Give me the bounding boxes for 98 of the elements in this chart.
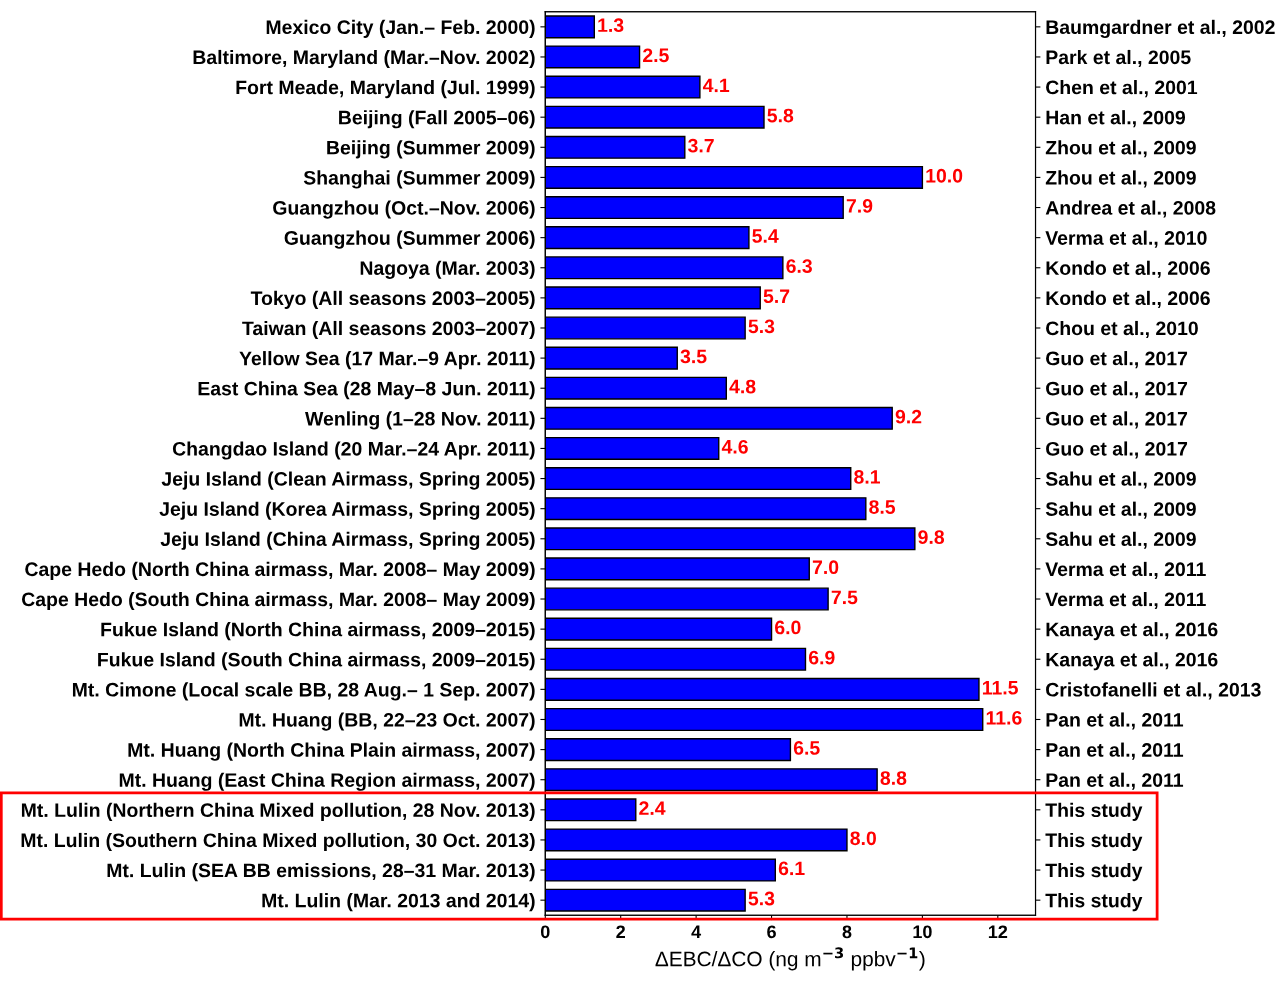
- x-tick-label: 2: [616, 925, 625, 939]
- y-tick-label: Mt. Huang (East China Region airmass, 2007): [119, 772, 535, 791]
- data-label: 3.7: [688, 138, 714, 153]
- y2-tick-label: Kondo et al., 2006: [1046, 260, 1210, 278]
- x-tick-label: 10: [913, 925, 932, 939]
- y-tick-label: Mt. Lulin (Southern China Mixed pollution, 30 Oct. 2013): [21, 832, 535, 852]
- data-label: 6.9: [808, 650, 835, 665]
- data-label: 9.8: [918, 530, 945, 545]
- y-tick-label: Taiwan (All seasons 2003–2007): [242, 320, 535, 340]
- y2-tick-label: Cristofanelli et al., 2013: [1046, 682, 1261, 700]
- y2-tick-label: Pan et al., 2011: [1046, 712, 1184, 730]
- data-label: 5.8: [767, 108, 794, 123]
- y-tick-label: Wenling (1–28 Nov. 2011): [305, 411, 535, 430]
- y-tick-label: Mt. Lulin (Mar. 2013 and 2014): [262, 893, 535, 912]
- y-tick-label: Mt. Cimone (Local scale BB, 28 Aug.– 1 Sep. 2007): [72, 682, 535, 701]
- data-label: 8.5: [869, 500, 896, 514]
- data-label: 7.5: [831, 590, 858, 605]
- y-tick-label: Baltimore, Maryland (Mar.–Nov. 2002): [193, 49, 535, 69]
- data-label: 5.3: [748, 891, 775, 906]
- y-tick-label: Mexico City (Jan.– Feb. 2000): [266, 19, 535, 38]
- y-tick-label: Mt. Lulin (Northern China Mixed pollution, 28 Nov. 2013): [21, 802, 535, 821]
- y-tick-label: Shanghai (Summer 2009): [303, 170, 535, 189]
- y-tick-label: Changdao Island (20 Mar.–24 Apr. 2011): [172, 441, 535, 460]
- y2-tick-label: This study: [1045, 802, 1143, 821]
- y-tick-label: Mt. Lulin (SEA BB emissions, 28–31 Mar. 2013): [107, 863, 535, 882]
- x-tick-label: 12: [988, 925, 1008, 939]
- data-label: 8.8: [880, 771, 907, 785]
- y2-tick-label: Guo et al., 2017: [1046, 381, 1188, 399]
- y-tick-label: Beijing (Fall 2005–06): [339, 110, 535, 129]
- data-label: 6.5: [793, 741, 820, 755]
- y-tick-label: Mt. Huang (BB, 22–23 Oct. 2007): [239, 712, 535, 731]
- y-tick-label: Fukue Island (North China airmass, 2009–2015): [101, 622, 535, 641]
- y2-tick-label: This study: [1045, 893, 1143, 912]
- x-axis-title: ΔEBC/ΔCO (ng m$^{−3}$ ppbv$^{−1}$): [655, 947, 925, 971]
- y2-tick-label: Han et al., 2009: [1046, 110, 1186, 128]
- data-label: 6.0: [775, 620, 801, 635]
- y2-tick-label: Pan et al., 2011: [1046, 742, 1184, 760]
- y2-tick-label: This study: [1045, 832, 1143, 852]
- y-tick-label: Mt. Huang (North China Plain airmass, 2007): [128, 742, 535, 761]
- y-tick-label: Guangzhou (Oct.–Nov. 2006): [273, 200, 535, 219]
- y-tick-label: Tokyo (All seasons 2003–2005): [250, 290, 535, 309]
- data-label: 8.1: [854, 470, 880, 484]
- y2-tick-label: Park et al., 2005: [1046, 49, 1191, 68]
- y-tick-label: Nagoya (Mar. 2003): [360, 260, 535, 279]
- data-label: 10.0: [926, 168, 963, 183]
- y2-tick-label: Chou et al., 2010: [1046, 320, 1198, 339]
- y2-tick-label: Andrea et al., 2008: [1045, 200, 1216, 218]
- y2-tick-label: Guo et al., 2017: [1046, 411, 1188, 429]
- y-tick-label: Cape Hedo (South China airmass, Mar. 2008– May 2009): [21, 591, 535, 611]
- data-label: 6.1: [778, 861, 805, 876]
- y2-tick-label: Sahu et al., 2009: [1045, 501, 1196, 519]
- y2-tick-label: Kanaya et al., 2016: [1046, 622, 1218, 641]
- y2-tick-label: Zhou et al., 2009: [1045, 140, 1196, 158]
- x-tick-label: 8: [842, 925, 852, 939]
- y2-tick-label: Kondo et al., 2006: [1046, 290, 1210, 308]
- x-tick-label: 0: [540, 925, 550, 939]
- data-label: 7.0: [812, 560, 839, 575]
- y2-tick-label: Zhou et al., 2009: [1045, 170, 1196, 188]
- y-tick-label: Fukue Island (South China airmass, 2009–2015): [98, 652, 535, 671]
- y2-tick-label: Chen et al., 2001: [1046, 80, 1198, 98]
- data-label: 4.1: [702, 78, 730, 93]
- data-label: 5.4: [752, 229, 779, 243]
- y-tick-label: Cape Hedo (North China airmass, Mar. 2008– May 2009): [25, 561, 535, 580]
- x-tick-label: 4: [691, 925, 702, 939]
- y2-tick-label: Verma et al., 2011: [1045, 591, 1206, 610]
- y-tick-label: Fort Meade, Maryland (Jul. 1999): [236, 80, 535, 99]
- data-label: 11.5: [982, 681, 1018, 695]
- data-label: 8.0: [850, 831, 876, 846]
- data-label: 11.6: [986, 710, 1022, 725]
- y-tick-label: Yellow Sea (17 Mar.–9 Apr. 2011): [239, 351, 535, 370]
- data-label: 9.2: [895, 409, 922, 424]
- data-label: 5.7: [763, 289, 790, 304]
- y-tick-label: Guangzhou (Summer 2006): [284, 230, 535, 249]
- y2-tick-label: Sahu et al., 2009: [1045, 471, 1196, 489]
- data-label: 1.3: [598, 18, 624, 33]
- data-label: 4.8: [729, 379, 756, 394]
- y-tick-label: East China Sea (28 May–8 Jun. 2011): [198, 381, 535, 400]
- y-tick-label: Jeju Island (Korea Airmass, Spring 2005): [159, 501, 535, 520]
- y2-tick-label: Baumgardner et al., 2002: [1046, 19, 1275, 39]
- data-label: 4.6: [721, 439, 748, 454]
- y2-tick-label: Guo et al., 2017: [1046, 441, 1188, 459]
- data-label: 5.3: [748, 319, 775, 334]
- data-label: 6.3: [786, 259, 812, 274]
- y2-tick-label: Kanaya et al., 2016: [1046, 652, 1218, 671]
- x-tick-label: 6: [767, 925, 776, 939]
- y-tick-label: Jeju Island (Clean Airmass, Spring 2005): [161, 471, 535, 490]
- y2-tick-label: Pan et al., 2011: [1046, 772, 1184, 790]
- data-label: 2.5: [643, 48, 669, 63]
- y2-tick-label: This study: [1045, 863, 1143, 882]
- data-label: 3.5: [680, 349, 707, 364]
- y2-tick-label: Verma et al., 2011: [1045, 561, 1206, 579]
- data-label: 2.4: [639, 801, 666, 815]
- y-tick-label: Jeju Island (China Airmass, Spring 2005): [160, 531, 535, 550]
- data-label: 7.9: [846, 198, 873, 213]
- y2-tick-label: Guo et al., 2017: [1046, 351, 1188, 369]
- y2-tick-label: Sahu et al., 2009: [1045, 531, 1196, 549]
- y2-tick-label: Verma et al., 2010: [1045, 230, 1207, 248]
- y-tick-label: Beijing (Summer 2009): [327, 140, 535, 159]
